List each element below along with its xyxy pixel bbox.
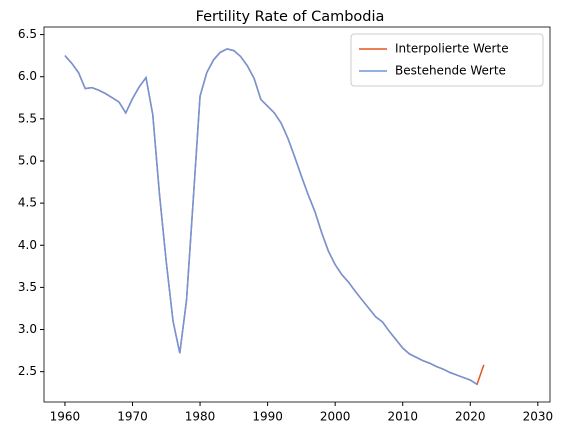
axes-frame (43, 26, 551, 403)
data-line (64, 48, 485, 386)
x-tick-label: 2000 (320, 410, 351, 424)
x-tick-label: 2020 (455, 410, 486, 424)
y-tick-label: 5.0 (18, 153, 37, 167)
y-tick-label: 6.0 (18, 69, 37, 83)
x-tick-label: 2010 (387, 410, 418, 424)
data-line (64, 48, 478, 385)
y-tick-label: 4.5 (18, 196, 37, 210)
legend-box (350, 33, 544, 87)
y-tick-label: 3.0 (18, 322, 37, 336)
x-tick-label: 1990 (252, 410, 283, 424)
legend-label: Bestehende Werte (395, 64, 506, 78)
y-tick-label: 4.0 (18, 238, 37, 252)
x-tick-label: 2030 (523, 410, 554, 424)
legend-label: Interpolierte Werte (395, 42, 509, 56)
y-tick-label: 5.5 (18, 111, 37, 125)
y-tick-label: 3.5 (18, 280, 37, 294)
chart-title: Fertility Rate of Cambodia (196, 9, 385, 25)
y-tick-label: 2.5 (18, 364, 37, 378)
x-tick-label: 1960 (50, 410, 81, 424)
x-tick-label: 1980 (185, 410, 216, 424)
y-tick-label: 6.5 (18, 27, 37, 41)
x-tick-label: 1970 (117, 410, 148, 424)
